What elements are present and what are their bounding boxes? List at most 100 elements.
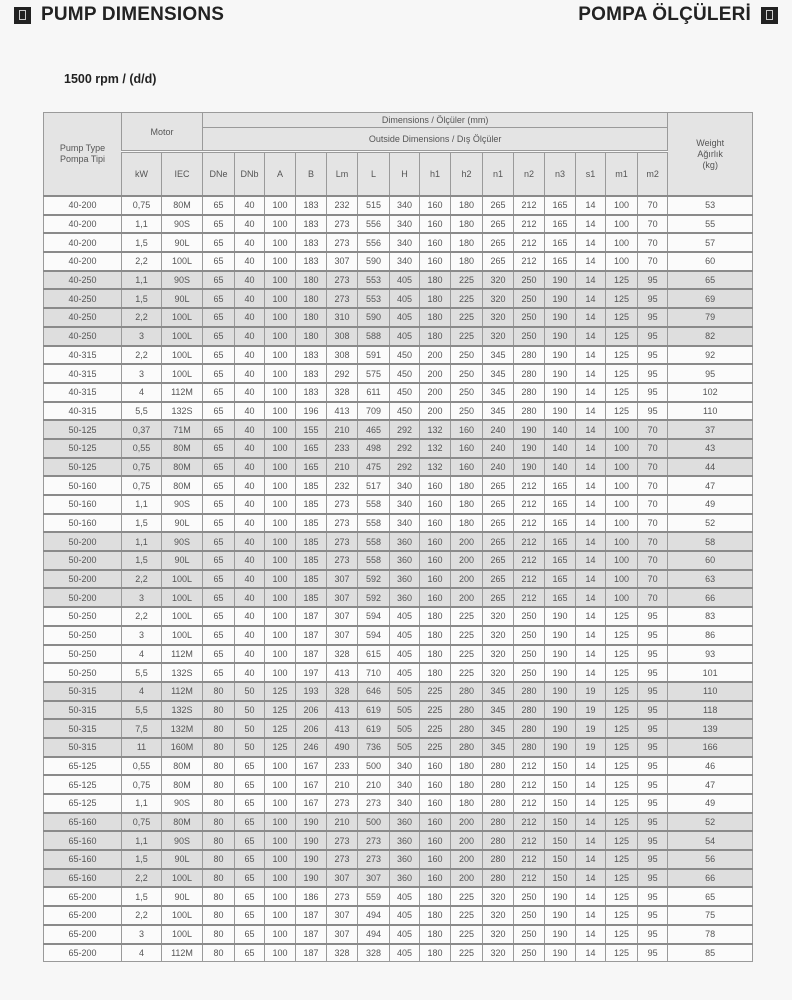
cell-h1: 225 (419, 681, 452, 702)
cell-pump-type: 65-160 (43, 868, 122, 888)
cell-n2: 212 (513, 868, 546, 888)
cell-dne: 65 (202, 232, 236, 253)
cell-n1: 320 (482, 625, 515, 645)
cell-b: 187 (295, 905, 328, 926)
cell-dnb: 65 (234, 942, 266, 963)
cell-pump-type: 65-160 (43, 812, 122, 832)
cell-l: 273 (357, 849, 391, 870)
cell-l: 588 (357, 326, 391, 346)
cell-pump-type: 50-125 (43, 457, 122, 477)
cell-iec: 80M (160, 438, 204, 459)
cell-m1: 125 (605, 756, 639, 776)
cell-l: 328 (357, 942, 391, 963)
cell-b: 246 (295, 737, 328, 758)
cell-pump-type: 50-315 (43, 700, 122, 720)
cell-lm: 413 (326, 401, 359, 421)
table-row: 50-315 5,5 132S 80 50 125 206 413 619 505 225 280 34… (43, 700, 754, 720)
cell-h1: 132 (419, 419, 452, 440)
cell-m1: 125 (605, 886, 639, 907)
cell-iec: 71M (160, 419, 204, 440)
cell-dnb: 40 (234, 644, 266, 664)
cell-iec: 90S (160, 214, 204, 234)
cell-n3: 190 (544, 345, 577, 365)
cell-iec: 100L (160, 307, 204, 328)
cell-m2: 70 (637, 438, 669, 459)
cell-h: 405 (389, 942, 421, 963)
page-title-tr: POMPA ÖLÇÜLERİ (578, 4, 751, 25)
cell-weight: 69 (667, 288, 754, 309)
table-row: 65-200 1,5 90L 80 65 100 186 273 559 405 180 225 320… (43, 886, 754, 907)
cell-n3: 150 (544, 756, 577, 776)
cell-l: 498 (357, 438, 391, 459)
cell-a: 100 (264, 756, 297, 776)
cell-h2: 200 (450, 550, 484, 571)
cell-kw: 3 (121, 326, 162, 346)
cell-n2: 212 (513, 550, 546, 571)
cell-s1: 14 (575, 849, 607, 870)
cell-m1: 125 (605, 662, 639, 683)
book-icon (14, 6, 31, 24)
cell-h1: 160 (419, 232, 452, 253)
cell-dne: 80 (202, 868, 236, 888)
cell-s1: 14 (575, 494, 607, 515)
cell-iec: 100L (160, 345, 204, 365)
cell-n1: 320 (482, 942, 515, 963)
cell-n2: 190 (513, 457, 546, 477)
cell-h: 360 (389, 587, 421, 608)
cell-kw: 4 (121, 942, 162, 963)
cell-dnb: 50 (234, 700, 266, 720)
cell-dnb: 65 (234, 924, 266, 944)
cell-kw: 4 (121, 644, 162, 664)
cell-l: 559 (357, 886, 391, 907)
cell-h2: 200 (450, 849, 484, 870)
cell-weight: 166 (667, 737, 754, 758)
cell-h1: 132 (419, 457, 452, 477)
cell-n3: 190 (544, 270, 577, 290)
cell-n3: 190 (544, 905, 577, 926)
cell-lm: 307 (326, 587, 359, 608)
cell-pump-type: 50-315 (43, 681, 122, 702)
cell-b: 185 (295, 531, 328, 552)
cell-n1: 320 (482, 905, 515, 926)
cell-a: 100 (264, 830, 297, 851)
cell-s1: 14 (575, 363, 607, 384)
cell-a: 100 (264, 401, 297, 421)
cell-a: 100 (264, 606, 297, 627)
column-header-b: B (295, 150, 328, 197)
cell-lm: 233 (326, 438, 359, 459)
table-row: 40-315 3 100L 65 40 100 183 292 575 450 200 250 345 2… (43, 363, 754, 384)
cell-h1: 180 (419, 662, 452, 683)
cell-a: 100 (264, 793, 297, 814)
cell-m1: 125 (605, 625, 639, 645)
cell-m1: 100 (605, 457, 639, 477)
cell-weight: 44 (667, 457, 754, 477)
cell-iec: 80M (160, 457, 204, 477)
table-row: 65-200 3 100L 80 65 100 187 307 494 405 180 225 320 2… (43, 924, 754, 944)
cell-a: 100 (264, 307, 297, 328)
cell-b: 167 (295, 774, 328, 795)
cell-s1: 14 (575, 830, 607, 851)
cell-a: 100 (264, 288, 297, 309)
cell-h1: 180 (419, 924, 452, 944)
cell-kw: 1,1 (121, 830, 162, 851)
cell-dnb: 65 (234, 905, 266, 926)
cell-kw: 1,1 (121, 793, 162, 814)
cell-n2: 280 (513, 737, 546, 758)
cell-h2: 225 (450, 307, 484, 328)
cell-dne: 80 (202, 756, 236, 776)
cell-n3: 165 (544, 232, 577, 253)
cell-pump-type: 40-200 (43, 232, 122, 253)
weight-label-tr: Ağırlık (697, 148, 723, 159)
table-row: 40-250 2,2 100L 65 40 100 180 310 590 405 180 225 32… (43, 307, 754, 328)
cell-pump-type: 50-200 (43, 550, 122, 571)
cell-l: 494 (357, 924, 391, 944)
cell-h: 360 (389, 550, 421, 571)
cell-s1: 19 (575, 718, 607, 739)
cell-iec: 112M (160, 644, 204, 664)
cell-dnb: 50 (234, 681, 266, 702)
cell-s1: 14 (575, 214, 607, 234)
cell-s1: 14 (575, 756, 607, 776)
cell-kw: 7,5 (121, 718, 162, 739)
cell-h2: 180 (450, 232, 484, 253)
cell-dne: 65 (202, 307, 236, 328)
